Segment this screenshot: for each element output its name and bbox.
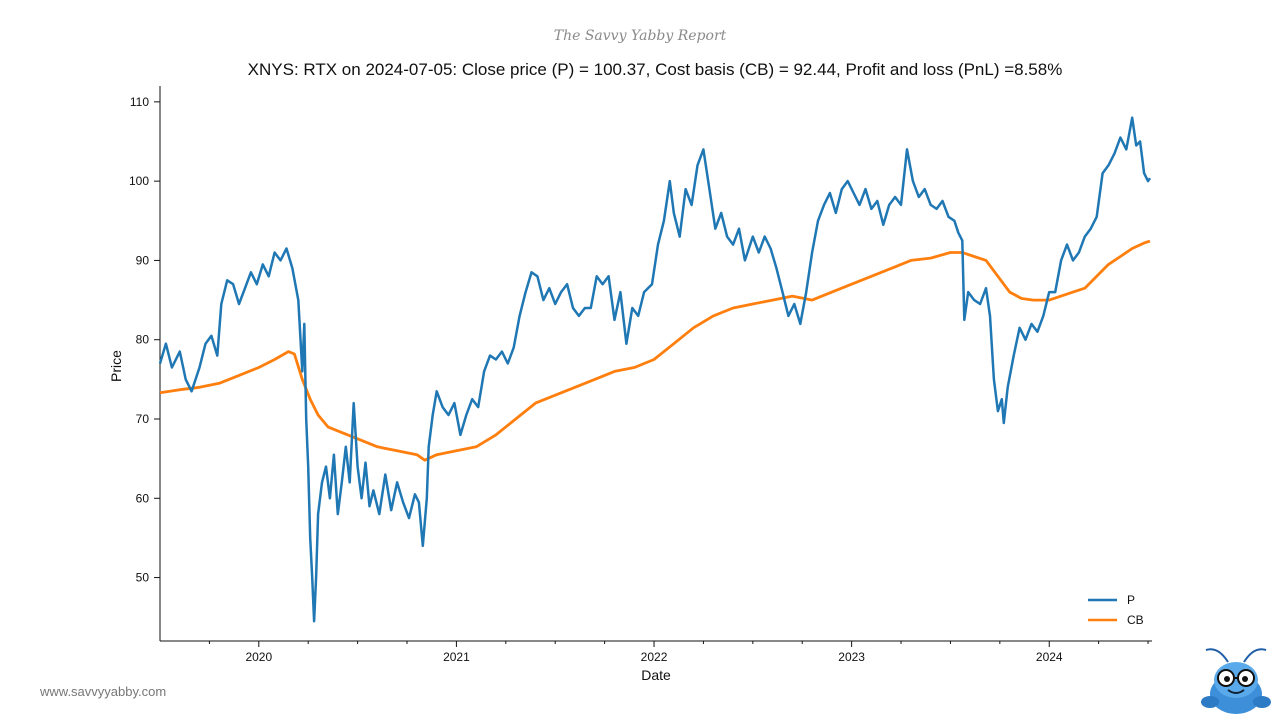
- legend-label-p: P: [1127, 593, 1135, 607]
- y-tick-label-90: 90: [136, 253, 150, 267]
- y-tick-label-100: 100: [129, 174, 149, 188]
- y-ticks: 50 60 70 80 90 100 110: [129, 95, 160, 585]
- x-ticks: 2020 2021 2022 2023 2024: [208, 641, 1149, 664]
- x-tick-label-2024: 2024: [1036, 650, 1063, 664]
- x-tick-label-2021: 2021: [443, 650, 470, 664]
- series-line-cb: [159, 239, 1151, 462]
- yabby-mascot-icon: [1201, 648, 1271, 714]
- x-tick-label-2020: 2020: [245, 650, 272, 664]
- y-tick-label-110: 110: [130, 95, 149, 109]
- x-axis-label: Date: [641, 667, 671, 683]
- chart-title: XNYS: RTX on 2024-07-05: Close price (P)…: [247, 60, 1063, 79]
- y-tick-label-50: 50: [136, 571, 150, 585]
- y-axis-label: Price: [108, 350, 124, 382]
- legend-label-cb: CB: [1127, 613, 1144, 627]
- series-layer: [158, 116, 1152, 623]
- report-title: The Savvy Yabby Report: [553, 28, 727, 44]
- y-tick-label-80: 80: [136, 333, 150, 347]
- legend: P CB: [1088, 593, 1144, 627]
- y-tick-label-60: 60: [136, 491, 150, 505]
- chart-axes: [159, 86, 1152, 642]
- series-line-p: [158, 116, 1152, 623]
- site-url: www.savvyyabby.com: [40, 684, 167, 699]
- x-tick-label-2023: 2023: [838, 650, 865, 664]
- x-tick-label-2022: 2022: [641, 650, 668, 664]
- y-tick-label-70: 70: [136, 412, 150, 426]
